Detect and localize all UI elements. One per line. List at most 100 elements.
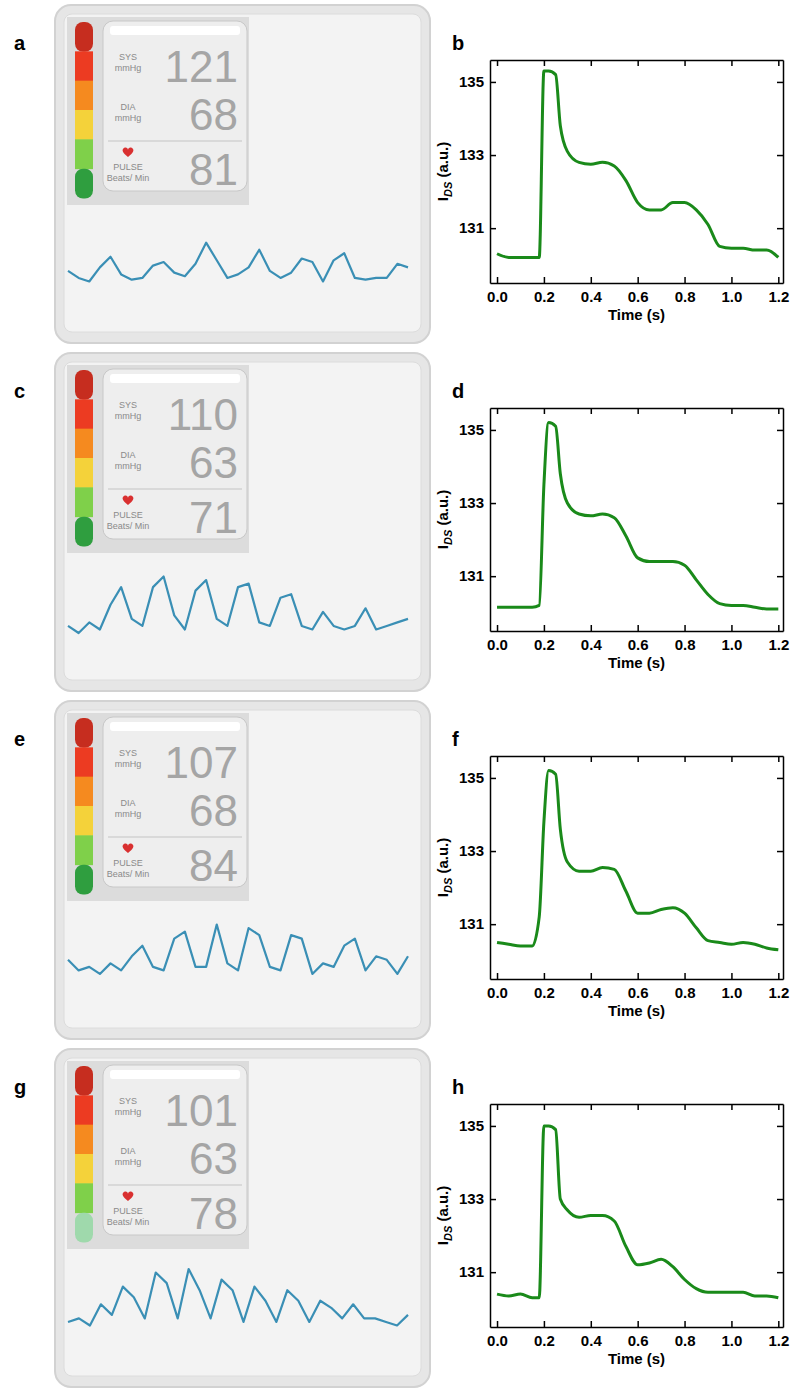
tick: 133 — [459, 842, 496, 859]
tick-mark — [777, 1272, 783, 1274]
reading-value: 110 — [168, 390, 238, 439]
y-axis: 131133135 — [459, 1105, 496, 1328]
tick-label: 1.0 — [722, 636, 743, 653]
y-axis-title-part: DS — [442, 181, 454, 197]
x-axis-top — [491, 756, 784, 762]
tick: 0.4 — [581, 1321, 603, 1349]
y-axis-title-part: (a.u.) — [434, 838, 451, 878]
plot-area — [497, 71, 778, 257]
y-axis-title-part: (a.u.) — [434, 1186, 451, 1226]
tick-label: 1.2 — [768, 288, 789, 305]
tick — [778, 1104, 779, 1110]
tick — [685, 756, 686, 762]
tick: 0.8 — [675, 625, 696, 653]
waveform — [68, 1269, 408, 1325]
tick-mark — [544, 408, 546, 414]
tick-mark — [684, 60, 686, 66]
level-segment — [75, 747, 93, 777]
tick-label: 0.0 — [487, 636, 508, 653]
tick — [777, 82, 783, 83]
tick — [731, 756, 732, 762]
tick-mark — [778, 277, 780, 283]
level-segment — [75, 487, 93, 517]
plot-area — [497, 771, 778, 950]
tick-mark — [490, 430, 496, 432]
level-segment — [75, 517, 93, 547]
axis-line — [491, 631, 784, 633]
x-axis-top — [491, 1104, 784, 1110]
reading-label: Beats/ Min — [107, 869, 150, 879]
axis-line — [491, 408, 784, 410]
tick-mark — [777, 1126, 783, 1128]
tick-label: 0.0 — [487, 288, 508, 305]
level-segment — [75, 777, 93, 807]
y-axis: 131133135 — [459, 409, 496, 632]
tick-mark — [778, 408, 780, 414]
tick-label: 1.2 — [768, 1332, 789, 1349]
tick-mark — [591, 277, 593, 283]
tick-label: 133 — [459, 146, 484, 163]
axis-line — [491, 756, 784, 758]
tick-label: 0.6 — [628, 288, 649, 305]
tick-label: 131 — [459, 219, 484, 236]
tick-label: 0.0 — [487, 1332, 508, 1349]
readout-strip — [110, 1070, 240, 1079]
tick-mark — [490, 228, 496, 230]
tick-label: 0.6 — [628, 984, 649, 1001]
y-axis-title: IDS (a.u.) — [434, 142, 454, 201]
data-line — [497, 423, 778, 609]
tick-mark — [777, 430, 783, 432]
tick: 1.0 — [722, 625, 743, 653]
tick — [777, 778, 783, 779]
tick-label: 0.8 — [675, 288, 696, 305]
tick-mark — [637, 1104, 639, 1110]
panel-label: h — [452, 1076, 464, 1098]
tick — [777, 155, 783, 156]
y-axis-title: IDS (a.u.) — [434, 1186, 454, 1245]
tick-label: 135 — [459, 421, 484, 438]
reading-label: PULSE — [113, 510, 143, 520]
divider — [108, 489, 242, 490]
tick-mark — [497, 1104, 499, 1110]
level-segment — [75, 458, 93, 488]
panel-label: e — [14, 728, 25, 750]
monitor-panel: cSYSmmHg110DIAmmHg63PULSEBeats/ Min71 — [14, 353, 430, 691]
plot-area — [497, 1126, 778, 1298]
tick-mark — [731, 408, 733, 414]
tick — [591, 408, 592, 414]
reading-label: mmHg — [115, 461, 142, 471]
tick — [777, 503, 783, 504]
tick: 131 — [459, 1263, 496, 1280]
x-axis: 0.00.20.40.60.81.01.2 — [487, 973, 789, 1001]
tick-mark — [777, 851, 783, 853]
level-segment — [75, 1095, 93, 1125]
axis-line — [490, 409, 492, 632]
tick-label: 0.4 — [581, 636, 603, 653]
monitor-screen — [64, 1058, 421, 1376]
reading-value: 101 — [165, 1086, 238, 1135]
tick: 135 — [459, 73, 496, 90]
tick — [685, 1104, 686, 1110]
tick-label: 0.8 — [675, 984, 696, 1001]
tick-mark — [591, 1321, 593, 1327]
tick-label: 135 — [459, 769, 484, 786]
readout-background — [67, 1061, 249, 1249]
tick-mark — [497, 60, 499, 66]
readout-strip — [110, 722, 240, 731]
reading-value: 63 — [189, 438, 238, 487]
tick-mark — [684, 625, 686, 631]
axis-line — [490, 61, 492, 284]
tick: 0.6 — [628, 625, 649, 653]
tick — [638, 1104, 639, 1110]
tick-mark — [637, 973, 639, 979]
tick-label: 1.2 — [768, 984, 789, 1001]
heart-icon — [123, 148, 134, 157]
reading-value: 107 — [165, 738, 238, 787]
tick-mark — [490, 1272, 496, 1274]
y-axis-right — [777, 409, 784, 632]
tick-label: 0.6 — [628, 1332, 649, 1349]
tick-mark — [490, 1126, 496, 1128]
level-segment — [75, 1213, 93, 1243]
readout-background — [67, 365, 249, 553]
x-axis: 0.00.20.40.60.81.01.2 — [487, 625, 789, 653]
